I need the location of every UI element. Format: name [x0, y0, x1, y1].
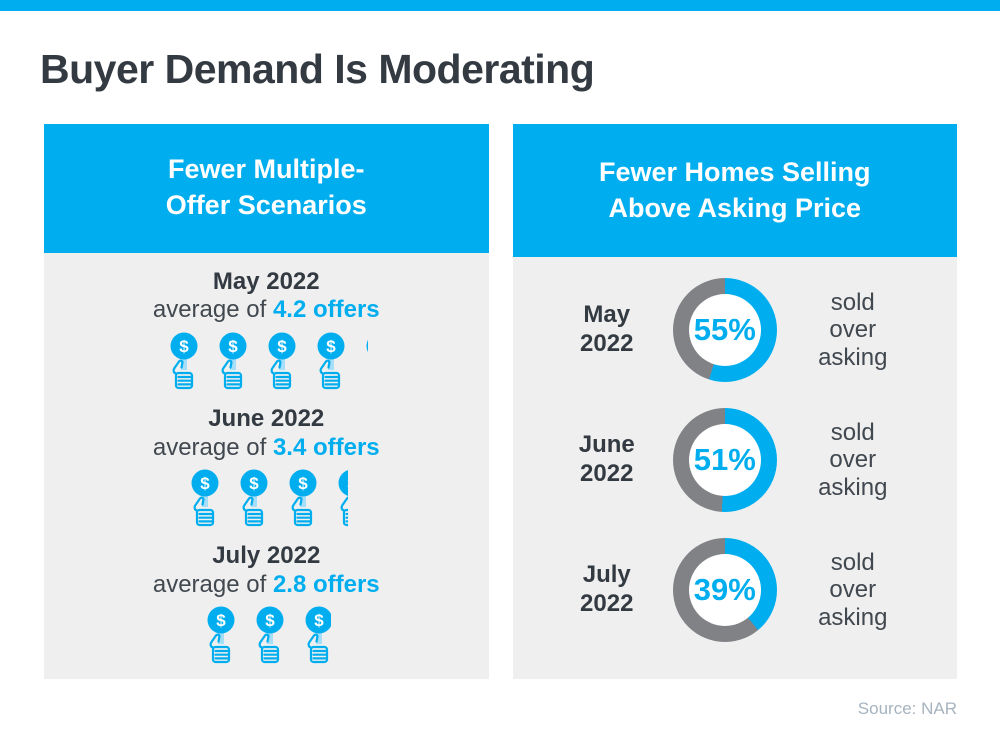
donut-caption-line2: over — [829, 316, 877, 344]
multiple-offers-header: Fewer Multiple- Offer Scenarios — [44, 124, 489, 253]
donut-caption: sold over asking — [801, 549, 905, 632]
offer-row: May 2022 average of 4.2 offers — [153, 268, 380, 390]
donut-hole: 55% — [688, 294, 761, 366]
donut-chart: 51% — [672, 408, 777, 512]
donut-caption: sold over asking — [801, 289, 905, 372]
donut-caption: sold over asking — [801, 419, 905, 502]
donut-row: July 2022 39% sold over asking — [565, 538, 905, 642]
offer-average-line: average of 2.8 offers — [153, 571, 380, 599]
offer-row: June 2022 average of 3.4 offers — [153, 405, 380, 527]
offer-average-value: 4.2 offers — [272, 296, 380, 324]
panels-container: Fewer Multiple- Offer Scenarios May 2022… — [44, 124, 957, 679]
dollar-thumbs-up-icon — [201, 606, 241, 664]
donut-caption-line3: asking — [818, 473, 888, 501]
dollar-thumbs-up-icon — [332, 469, 348, 527]
donut-caption-line1: sold — [830, 288, 875, 316]
donut-month-line1: June — [578, 431, 635, 459]
offer-average-prefix: average of — [152, 570, 273, 598]
offer-average-line: average of 3.4 offers — [153, 434, 380, 462]
donut-month-label: May 2022 — [565, 301, 649, 359]
offer-icons-row — [153, 606, 380, 664]
dollar-thumbs-up-icon — [299, 606, 331, 664]
donut-hole: 39% — [688, 554, 761, 626]
offer-average-value: 2.8 offers — [272, 570, 380, 598]
donut-row: May 2022 55% sold over asking — [565, 278, 905, 382]
donut-row: June 2022 51% sold over asking — [565, 408, 905, 512]
donut-caption-line1: sold — [830, 548, 875, 576]
donut-month-line1: July — [582, 561, 631, 589]
dollar-thumbs-up-icon — [262, 332, 302, 390]
dollar-thumbs-up-icon — [360, 332, 368, 390]
multiple-offers-body: May 2022 average of 4.2 offers June 2022… — [44, 252, 489, 679]
donut-percent-label: 51% — [693, 442, 756, 477]
multiple-offers-header-line1: Fewer Multiple- — [167, 154, 365, 185]
dollar-thumbs-up-icon — [250, 606, 290, 664]
donut-month-label: July 2022 — [565, 561, 649, 619]
offer-average-prefix: average of — [152, 433, 273, 461]
donut-month-line2: 2022 — [580, 330, 634, 357]
multiple-offers-header-line2: Offer Scenarios — [165, 190, 367, 221]
above-asking-body: May 2022 55% sold over asking June 2022 … — [512, 257, 957, 679]
donut-percent-label: 39% — [693, 572, 756, 607]
page-title: Buyer Demand Is Moderating — [40, 46, 595, 92]
donut-caption-line1: sold — [830, 418, 875, 446]
donut-caption-line2: over — [829, 576, 877, 604]
multiple-offers-panel: Fewer Multiple- Offer Scenarios May 2022… — [44, 124, 489, 679]
dollar-thumbs-up-icon — [283, 469, 323, 527]
above-asking-header: Fewer Homes Selling Above Asking Price — [512, 124, 957, 257]
donut-month-line2: 2022 — [580, 590, 634, 617]
offer-month-label: June 2022 — [208, 404, 325, 432]
source-attribution: Source: NAR — [857, 699, 957, 718]
donut-chart: 55% — [672, 278, 777, 382]
dollar-thumbs-up-icon — [213, 332, 253, 390]
offer-month-label: July 2022 — [212, 541, 321, 569]
above-asking-header-line1: Fewer Homes Selling — [598, 156, 871, 187]
offer-average-value: 3.4 offers — [272, 433, 380, 461]
offer-row: July 2022 average of 2.8 offers — [153, 542, 380, 664]
donut-month-line1: May — [583, 301, 631, 329]
offer-average-prefix: average of — [152, 296, 273, 324]
dollar-thumbs-up-icon — [311, 332, 351, 390]
donut-month-label: June 2022 — [565, 431, 649, 489]
donut-chart: 39% — [672, 538, 777, 642]
dollar-thumbs-up-icon — [164, 332, 204, 390]
offer-average-line: average of 4.2 offers — [153, 296, 380, 324]
above-asking-header-line2: Above Asking Price — [608, 192, 862, 223]
dollar-thumbs-up-icon — [185, 469, 225, 527]
donut-caption-line3: asking — [818, 343, 888, 371]
donut-hole: 51% — [688, 424, 761, 496]
donut-month-line2: 2022 — [580, 460, 634, 487]
donut-caption-line2: over — [829, 446, 877, 474]
dollar-thumbs-up-icon — [234, 469, 274, 527]
offer-month-label: May 2022 — [212, 267, 320, 295]
offer-icons-row — [153, 332, 380, 390]
top-accent-bar — [0, 0, 1000, 11]
above-asking-panel: Fewer Homes Selling Above Asking Price M… — [512, 124, 957, 679]
donut-percent-label: 55% — [693, 312, 756, 347]
donut-caption-line3: asking — [818, 603, 888, 631]
offer-icons-row — [153, 469, 380, 527]
